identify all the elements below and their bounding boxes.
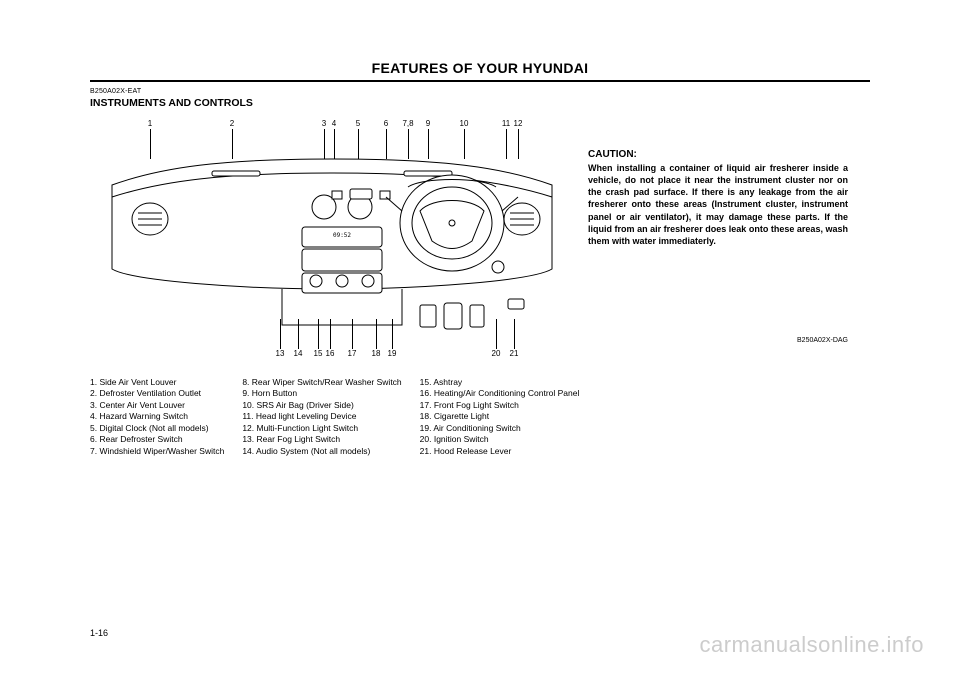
section-title: INSTRUMENTS AND CONTROLS [90, 97, 870, 109]
watermark: carmanualsonline.info [699, 632, 924, 658]
callout-7,8: 7,8 [402, 119, 413, 128]
legend-item-10: 10. SRS Air Bag (Driver Side) [242, 400, 401, 411]
callout-2: 2 [230, 119, 234, 128]
callout-line [428, 129, 429, 159]
svg-text:09:52: 09:52 [333, 232, 351, 239]
callout-16: 16 [326, 349, 335, 358]
callout-line [352, 319, 353, 349]
callout-line [150, 129, 151, 159]
callout-21: 21 [510, 349, 519, 358]
header-rule [90, 80, 870, 82]
legend-item-19: 19. Air Conditioning Switch [420, 423, 580, 434]
doc-reference: B250A02X-EAT [90, 88, 870, 95]
legend-item-21: 21. Hood Release Lever [420, 446, 580, 457]
callout-9: 9 [426, 119, 430, 128]
callout-line [514, 319, 515, 349]
callout-line [386, 129, 387, 159]
legend-item-20: 20. Ignition Switch [420, 434, 580, 445]
callout-line [324, 129, 325, 159]
legend-col-3: 15. Ashtray16. Heating/Air Conditioning … [420, 377, 580, 457]
legend-item-16: 16. Heating/Air Conditioning Control Pan… [420, 388, 580, 399]
legend-item-18: 18. Cigarette Light [420, 411, 580, 422]
legend-item-9: 9. Horn Button [242, 388, 401, 399]
diagram-column: 09:52 1234567,89101112131415161718192021… [90, 119, 570, 457]
callout-1: 1 [148, 119, 152, 128]
callout-line [334, 129, 335, 159]
legend-item-15: 15. Ashtray [420, 377, 580, 388]
legend-col-2: 8. Rear Wiper Switch/Rear Washer Switch9… [242, 377, 401, 457]
callout-10: 10 [460, 119, 469, 128]
callout-5: 5 [356, 119, 360, 128]
callout-line [408, 129, 409, 159]
legend-item-7: 7. Windshield Wiper/Washer Switch [90, 446, 224, 457]
page-number: 1-16 [90, 628, 108, 638]
callout-6: 6 [384, 119, 388, 128]
callout-line [518, 129, 519, 159]
callout-17: 17 [348, 349, 357, 358]
legend-item-5: 5. Digital Clock (Not all models) [90, 423, 224, 434]
legend-item-8: 8. Rear Wiper Switch/Rear Washer Switch [242, 377, 401, 388]
callout-line [330, 319, 331, 349]
legend-item-4: 4. Hazard Warning Switch [90, 411, 224, 422]
legend-item-17: 17. Front Fog Light Switch [420, 400, 580, 411]
callout-line [506, 129, 507, 159]
caution-body: When installing a container of liquid ai… [588, 162, 848, 247]
callout-20: 20 [492, 349, 501, 358]
manual-page: FEATURES OF YOUR HYUNDAI B250A02X-EAT IN… [0, 0, 960, 678]
callout-line [376, 319, 377, 349]
page-header-title: FEATURES OF YOUR HYUNDAI [90, 60, 870, 80]
content-row: 09:52 1234567,89101112131415161718192021… [90, 119, 870, 457]
callout-11: 11 [502, 119, 510, 128]
legend-item-3: 3. Center Air Vent Louver [90, 400, 224, 411]
legend-item-2: 2. Defroster Ventilation Outlet [90, 388, 224, 399]
caution-ref: B250A02X-DAG [588, 337, 848, 344]
callout-19: 19 [388, 349, 397, 358]
dashboard-svg: 09:52 [102, 119, 562, 359]
callout-line [232, 129, 233, 159]
callout-line [464, 129, 465, 159]
callout-15: 15 [314, 349, 323, 358]
callout-line [298, 319, 299, 349]
callout-line [358, 129, 359, 159]
caution-title: CAUTION: [588, 149, 848, 160]
caution-block: CAUTION: When installing a container of … [588, 149, 848, 344]
legend-item-11: 11. Head light Leveling Device [242, 411, 401, 422]
legend-item-14: 14. Audio System (Not all models) [242, 446, 401, 457]
callout-12: 12 [514, 119, 523, 128]
dashboard-diagram: 09:52 1234567,89101112131415161718192021 [102, 119, 562, 359]
callout-18: 18 [372, 349, 381, 358]
callout-line [318, 319, 319, 349]
legend-columns: 1. Side Air Vent Louver2. Defroster Vent… [90, 377, 570, 457]
callout-3: 3 [322, 119, 326, 128]
legend-item-6: 6. Rear Defroster Switch [90, 434, 224, 445]
legend-item-13: 13. Rear Fog Light Switch [242, 434, 401, 445]
callout-13: 13 [276, 349, 285, 358]
callout-14: 14 [294, 349, 303, 358]
legend-item-12: 12. Multi-Function Light Switch [242, 423, 401, 434]
callout-line [392, 319, 393, 349]
legend-item-1: 1. Side Air Vent Louver [90, 377, 224, 388]
callout-line [280, 319, 281, 349]
callout-4: 4 [332, 119, 336, 128]
callout-line [496, 319, 497, 349]
legend-col-1: 1. Side Air Vent Louver2. Defroster Vent… [90, 377, 224, 457]
